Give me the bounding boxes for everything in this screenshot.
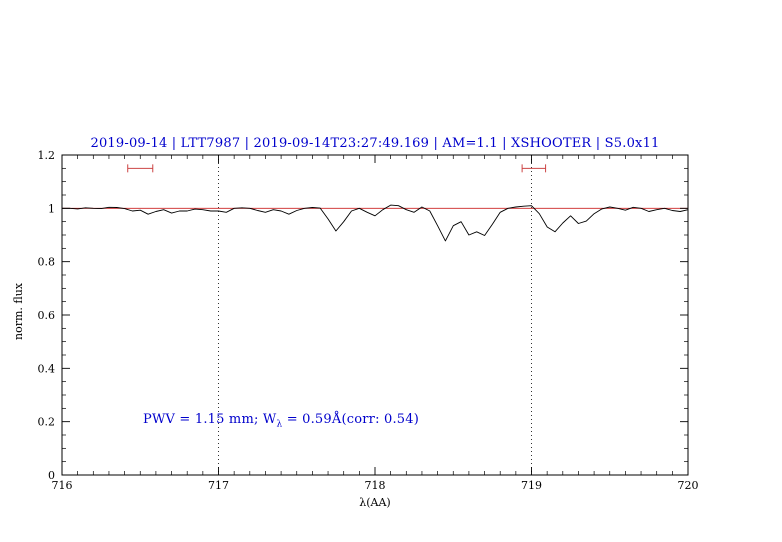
y-tick-label: 0.8 — [38, 256, 56, 269]
y-tick-label: 0.6 — [38, 309, 56, 322]
plot-title: 2019-09-14 | LTT7987 | 2019-09-14T23:27:… — [90, 136, 660, 151]
pwv-annotation-prefix: PWV = 1.15 mm; W — [143, 412, 277, 427]
x-axis-label: λ(AA) — [359, 496, 391, 509]
x-tick-label: 717 — [208, 479, 229, 492]
spectrum-line — [62, 204, 689, 242]
y-tick-label: 1.2 — [38, 149, 56, 162]
y-tick-label: 0.4 — [38, 362, 56, 375]
y-tick-label: 0.2 — [38, 416, 56, 429]
x-tick-label: 720 — [678, 479, 699, 492]
x-tick-label: 719 — [521, 479, 542, 492]
x-tick-label: 716 — [52, 479, 73, 492]
pwv-annotation-suffix: = 0.59Å(corr: 0.54) — [282, 412, 420, 427]
pwv-annotation: PWV = 1.15 mm; Wλ = 0.59Å(corr: 0.54) — [143, 412, 419, 430]
y-axis-label: norm. flux — [12, 283, 25, 341]
pwv-annotation-subscript: λ — [276, 419, 283, 430]
y-tick-label: 0 — [48, 469, 55, 482]
x-tick-label: 718 — [365, 479, 386, 492]
y-tick-label: 1 — [48, 202, 55, 215]
